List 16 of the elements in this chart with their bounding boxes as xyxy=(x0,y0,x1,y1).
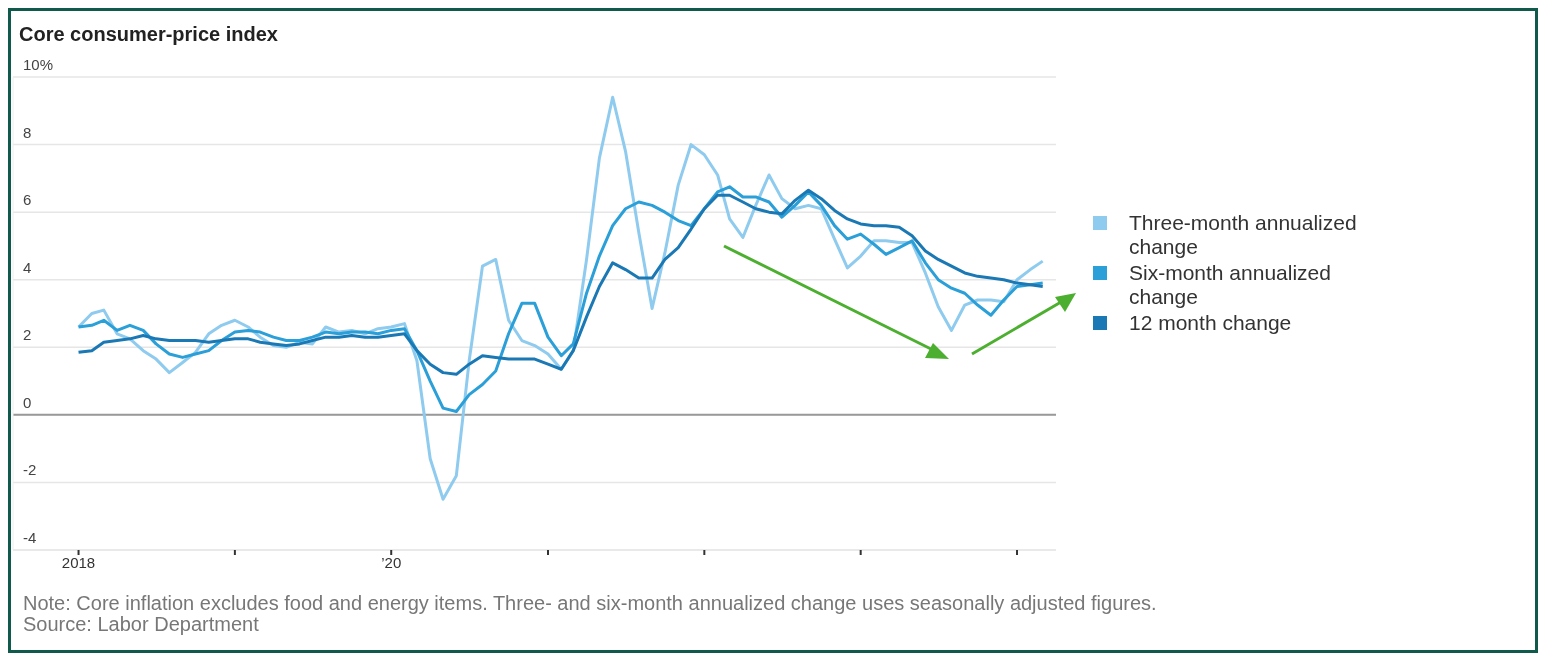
legend-label: 12 month change xyxy=(1129,311,1293,335)
legend-label: Three-month annualized change xyxy=(1129,211,1358,259)
y-tick-label: -4 xyxy=(23,529,37,546)
text: Note: Core inflation excludes food and energy items. Three- and six-month annualized change uses seasonally adjusted figures. xyxy=(23,592,1158,614)
x-tick-label: ’20 xyxy=(381,553,402,571)
y-tick-label: 4 xyxy=(23,258,32,276)
chart-title: Core consumer-price index xyxy=(19,23,278,46)
y-tick-label: -2 xyxy=(23,461,37,479)
y-tick-label: 10% xyxy=(23,56,54,73)
x-tick-label: 2018 xyxy=(61,553,96,571)
y-tick-label: 8 xyxy=(23,123,32,141)
y-tick-label: 6 xyxy=(23,191,32,209)
y-tick-label: 0 xyxy=(23,393,32,411)
legend-label: Six-month annualized change xyxy=(1129,261,1332,309)
source-note: Source: Labor Department xyxy=(23,613,260,635)
y-tick-label: 2 xyxy=(23,326,32,344)
